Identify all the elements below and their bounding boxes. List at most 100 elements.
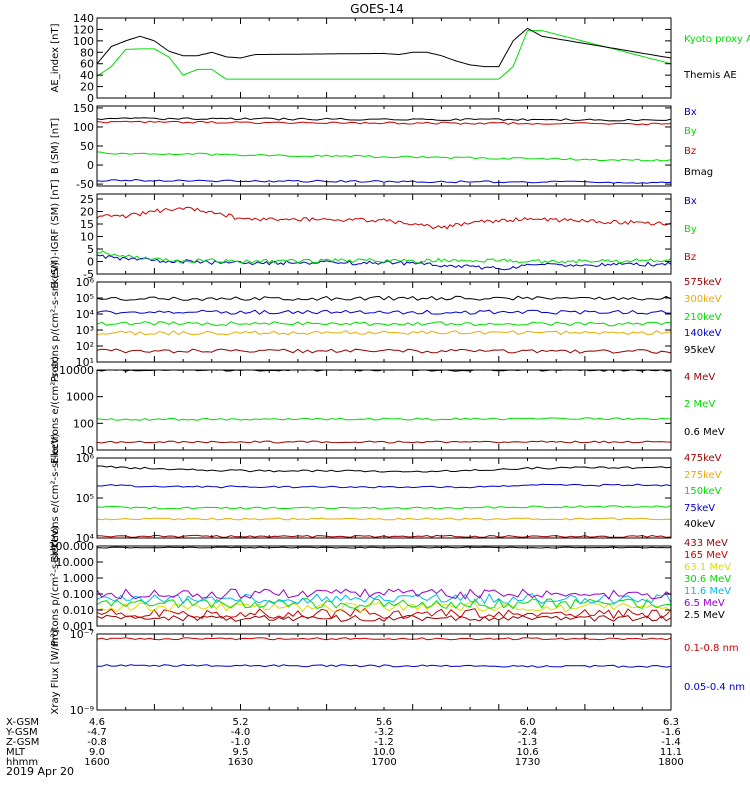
footer-row-label: X-GSM	[6, 717, 39, 728]
legend-label: 475keV	[684, 453, 722, 464]
y-tick-label: 0	[87, 159, 94, 172]
footer-value: 1630	[228, 757, 253, 768]
y-tick-label: 20	[80, 81, 94, 94]
footer-value: 1800	[658, 757, 683, 768]
y-tick-label: 100.000	[49, 540, 95, 553]
footer-value: -3.2	[374, 727, 394, 738]
legend-label: 0.1-0.8 nm	[684, 643, 739, 654]
footer-value: 5.6	[376, 717, 392, 728]
panel-7: 0.001 0.010 0.100 1.000 10.000 100.000Protons…	[49, 526, 732, 647]
footer-value: -2.4	[518, 727, 538, 738]
y-tick-label: 120	[73, 23, 94, 36]
y-tick-label: 50	[80, 140, 94, 153]
legend-label: Bx	[684, 107, 697, 118]
ephemeris-footer: X-GSM 4.6 5.2 5.6 6.0 6.3 Y-GSM -4.7 -4.0 -3.2 -2.…	[5, 717, 684, 768]
y-tick-label: 10⁻⁷	[70, 628, 94, 641]
footer-value: -1.6	[661, 727, 681, 738]
series-by-line	[97, 151, 671, 162]
legend-label: Themis AE	[683, 70, 737, 81]
series-6-5-mev-line	[97, 588, 671, 600]
panel-2: -50 0 50 100 150 B (SM) [nT] Bx By Bz Bmag	[50, 102, 713, 191]
series-275kev-line	[97, 517, 671, 521]
y-axis-label: Protons p/(cm²-s-sr-keV)	[50, 526, 61, 647]
y-axis-label: Electrons e/(cm²-s-sr-keV)	[50, 433, 61, 562]
y-axis-label: Xray Flux [W/m²]	[50, 629, 61, 714]
footer-row-label: MLT	[6, 747, 26, 758]
footer-value: 6.0	[520, 717, 536, 728]
legend-label: 95keV	[684, 345, 715, 356]
y-axis-label: B (SM) [nT]	[50, 118, 61, 174]
y-tick-label: 0.010	[63, 604, 95, 617]
footer-value: -4.7	[87, 727, 107, 738]
legend-label: 433 MeV	[684, 538, 728, 549]
date-label: 2019 Apr 20	[6, 765, 74, 778]
footer-value: 9.5	[233, 747, 249, 758]
legend-label: Bx	[684, 196, 697, 207]
series-bz-line	[97, 206, 671, 230]
footer-value: 9.0	[89, 747, 105, 758]
y-tick-label: 0	[87, 256, 94, 269]
y-axis-label: Electrons e/(cm²-s-sr)	[50, 356, 61, 464]
legend-label: Bz	[684, 252, 696, 263]
footer-value: -0.8	[87, 737, 107, 748]
y-tick-label: 20	[80, 206, 94, 219]
series-2-mev-line	[97, 417, 671, 421]
legend-label: 63.1 MeV	[684, 562, 731, 573]
y-axis-label: AE_index [nT]	[50, 23, 61, 92]
series-themis-ae-line	[97, 27, 671, 68]
legend-label: 275keV	[684, 470, 722, 481]
legend-label: 575keV	[684, 277, 722, 288]
series-210kev-line	[97, 321, 671, 327]
y-tick-label: 5	[87, 243, 94, 256]
footer-value: 6.3	[663, 717, 679, 728]
legend-label: 75keV	[684, 503, 715, 514]
panel-6: 10⁴ 10⁵ 10⁶ Electrons e/(cm²-s-sr-keV) 475ke…	[50, 433, 722, 562]
y-axis-label: Protons p/(cm²-s-sr-keV)	[50, 262, 61, 383]
y-tick-label: -50	[76, 178, 94, 191]
series-165-mev-line	[97, 607, 671, 620]
series-575kev-line	[97, 348, 671, 354]
legend-label: By	[684, 224, 697, 235]
footer-row-label: hhmm	[6, 757, 38, 768]
y-tick-label: 0.100	[63, 588, 95, 601]
footer-value: 11.1	[660, 747, 682, 758]
y-tick-label: 80	[80, 46, 94, 59]
legend-label: 210keV	[684, 312, 722, 323]
panel-4: 10¹ 10² 10³ 10⁴ 10⁵ 10⁶ Protons p/(cm²-s-sr-ke…	[50, 262, 722, 383]
panel-frame	[96, 457, 672, 539]
panel-frame	[96, 17, 672, 99]
legend-label: 150keV	[684, 486, 722, 497]
y-tick-label: 0	[87, 92, 94, 105]
y-tick-label: 10⁶	[76, 276, 95, 289]
y-tick-label: 140	[73, 12, 94, 25]
y-tick-label: 10⁵	[76, 492, 94, 505]
legend-label: Kyoto proxy AE	[684, 34, 750, 45]
panel-frame	[96, 369, 672, 451]
y-tick-label: 60	[80, 58, 94, 71]
y-tick-label: 10¹	[76, 356, 94, 369]
panel-frame	[96, 633, 672, 711]
y-tick-label: 10⁶	[76, 452, 95, 465]
footer-value: 10.6	[516, 747, 538, 758]
y-tick-label: 10	[80, 231, 94, 244]
footer-value: 1700	[371, 757, 396, 768]
footer-value: -1.4	[661, 737, 681, 748]
y-tick-label: 1.000	[63, 572, 95, 585]
legend-label: Bmag	[684, 167, 713, 178]
footer-value: -1.2	[374, 737, 394, 748]
plot-title: GOES-14	[350, 2, 404, 16]
footer-value: 5.2	[233, 717, 249, 728]
footer-value: 4.6	[89, 717, 105, 728]
y-tick-label: 10⁻⁹	[70, 704, 94, 717]
legend-label: 6.5 MeV	[684, 598, 725, 609]
legend-label: 0.6 MeV	[684, 427, 725, 438]
legend-label: 0.05-0.4 nm	[684, 682, 745, 693]
y-tick-label: 10⁴	[76, 532, 95, 545]
y-tick-label: 10³	[76, 324, 94, 337]
y-tick-label: 100	[73, 35, 94, 48]
series-75kev-line	[97, 483, 671, 489]
y-axis-label: B (SM)-IGRF (SM) [nT]	[50, 179, 61, 288]
y-tick-label: 10²	[76, 340, 94, 353]
y-tick-label: 15	[80, 218, 94, 231]
